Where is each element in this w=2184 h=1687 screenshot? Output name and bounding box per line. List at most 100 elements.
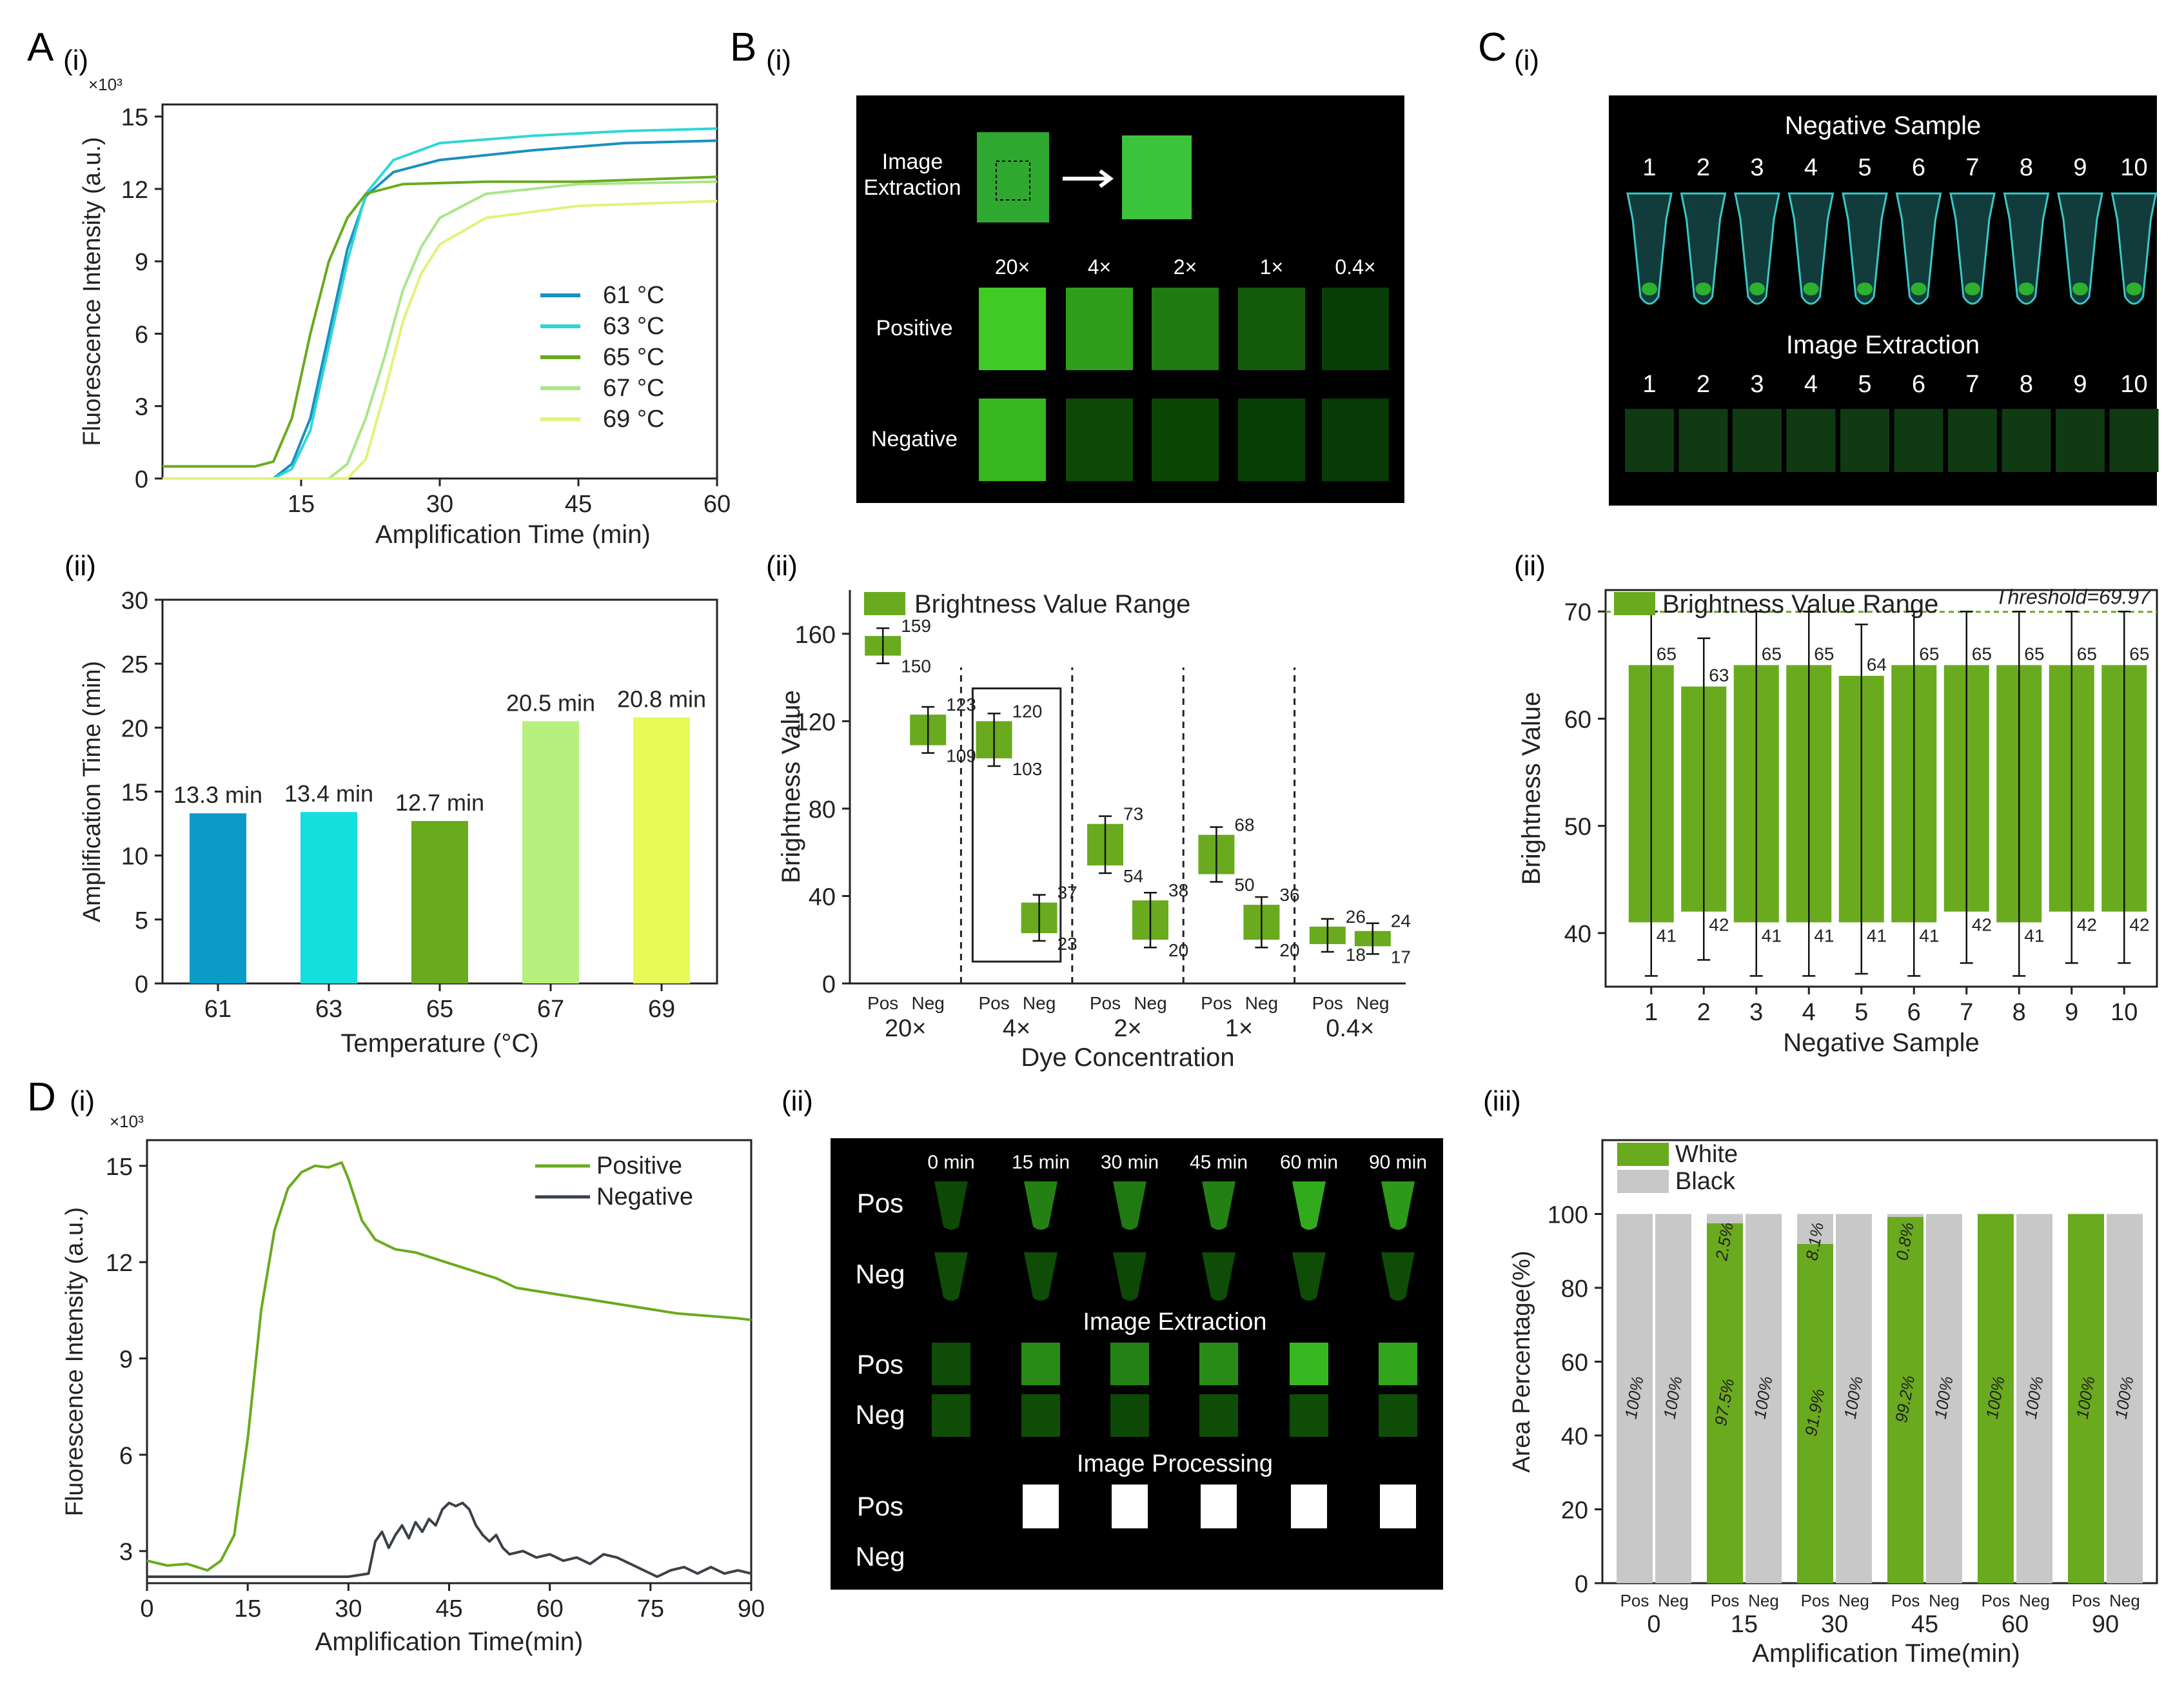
- chart-a-i-ytick-label: 12: [121, 177, 148, 204]
- chart-c-ii-max-label: 65: [1762, 644, 1782, 664]
- chart-d-i-xlabel: Amplification Time(min): [315, 1628, 584, 1656]
- chart-b-ii-ytick-label: 0: [822, 971, 836, 998]
- chart-d-iii-pos-label: Pos: [1801, 1591, 1830, 1610]
- photo-c-i-tube-liquid: [1857, 282, 1873, 295]
- chart-c-ii-xtick-label: 7: [1960, 999, 1973, 1026]
- chart-d-i-ytick-label: 3: [119, 1539, 133, 1566]
- panel-letter-d: D: [27, 1075, 56, 1120]
- chart-a-ii-bar-label: 13.3 min: [173, 782, 262, 808]
- chart-c-ii-max-label: 64: [1867, 655, 1887, 675]
- chart-b-ii-neg-label: Neg: [912, 993, 945, 1013]
- photo-d-ii-time-label: 30 min: [1101, 1152, 1159, 1173]
- chart-c-ii-max-label: 65: [2077, 644, 2097, 664]
- chart-d-iii-group-label: 90: [2092, 1611, 2119, 1638]
- photo-d-ii-time-label: 60 min: [1280, 1152, 1338, 1173]
- sublabel-d-i: (i): [70, 1085, 95, 1117]
- photo-c-i-title-mid: Image Extraction: [1786, 331, 1980, 359]
- chart-d-iii-neg-label: Neg: [1658, 1591, 1689, 1610]
- photo-c-i-tube-number: 10: [2120, 154, 2147, 181]
- photo-c-i-extract-number: 4: [1804, 371, 1818, 398]
- photo-d-ii-pos-tube: [1113, 1181, 1146, 1230]
- photo-c-i-extract-number: 5: [1858, 371, 1871, 398]
- photo-c-i-tube-liquid: [1965, 282, 1980, 295]
- chart-a-i-ytick-label: 0: [135, 466, 148, 493]
- photo-c-i-extract-patch: [1840, 409, 1889, 472]
- chart-b-ii-max-label: 120: [1012, 701, 1043, 721]
- photo-b-i-negative-patch: [1238, 399, 1305, 481]
- photo-d-ii-neg-tube: [1202, 1252, 1235, 1301]
- chart-a-i-xtick-label: 60: [703, 491, 731, 518]
- chart-d-i-xtick-label: 15: [234, 1595, 261, 1623]
- chart-a-ii-ytick-label: 25: [121, 651, 148, 678]
- photo-c-i-extract-number: 6: [1912, 371, 1925, 398]
- chart-a-ii-ytick-label: 5: [135, 907, 148, 934]
- photo-d-ii-time-label: 15 min: [1012, 1152, 1070, 1173]
- chart-b-ii-neg-label: Neg: [1245, 993, 1278, 1013]
- chart-d-iii-black-bar: [2016, 1214, 2052, 1583]
- photo-c-i-tube-number: 4: [1804, 154, 1818, 181]
- photo-c-i-extract-number: 3: [1750, 371, 1764, 398]
- photo-d-ii-neg-tube: [934, 1252, 968, 1301]
- sublabel-c-ii: (ii): [1514, 550, 1546, 582]
- photo-b-i-source-tube: [977, 132, 1049, 222]
- chart-c-ii-xtick-label: 5: [1854, 999, 1868, 1026]
- photo-c-i-tube-liquid: [2018, 282, 2034, 295]
- photo-d-ii-processed-patch: [1112, 1485, 1148, 1528]
- photo-b-i-positive-patch: [1238, 288, 1305, 370]
- photo-d-ii-neg-tube: [1292, 1252, 1326, 1301]
- chart-b-ii-pos-label: Pos: [1201, 993, 1232, 1013]
- photo-c-i-extract-patch: [2002, 409, 2051, 472]
- chart-a-ii-xtick-label: 67: [537, 996, 564, 1023]
- photo-d-ii-pos-tube: [1202, 1181, 1235, 1230]
- chart-b-ii-group-label: 4×: [1003, 1015, 1030, 1042]
- chart-b-ii-min-label: 54: [1123, 866, 1143, 886]
- chart-d-iii-pos-label: Pos: [1982, 1591, 2011, 1610]
- photo-c-i-tube-liquid: [2072, 282, 2088, 295]
- chart-c-ii-legend-swatch: [1614, 592, 1655, 615]
- chart-d-i: 3 6 9 12 15 0 15 30 45 60 75 90 ×10³ Amplification Ti…: [61, 1112, 765, 1656]
- chart-a-i-legend-label: 69 °C: [603, 406, 664, 433]
- photo-c-i-extract-number: 8: [2020, 371, 2033, 398]
- photo-c-i-extract-number: 1: [1642, 371, 1656, 398]
- chart-d-iii-ytick-label: 20: [1561, 1497, 1588, 1524]
- chart-d-i-xtick-label: 90: [738, 1595, 765, 1623]
- photo-c-i-extract-patch: [1948, 409, 1997, 472]
- chart-c-ii-min-label: 41: [1867, 925, 1887, 945]
- chart-c-ii-min-label: 41: [2024, 925, 2044, 945]
- panel-letter-b: B: [730, 25, 756, 70]
- sublabel-b-i: (i): [766, 44, 791, 76]
- photo-d-ii-neg-patch: [932, 1394, 970, 1437]
- photo-c-i-tube-liquid: [1911, 282, 1927, 295]
- chart-b-ii-max-label: 68: [1234, 815, 1254, 835]
- photo-c-i-tube: [1949, 192, 1996, 305]
- chart-a-i-legend-label: 61 °C: [603, 282, 664, 309]
- chart-b-ii-neg-label: Neg: [1134, 993, 1166, 1013]
- chart-d-i-series-line: [147, 1501, 752, 1578]
- photo-c-i-extract-patch: [1786, 409, 1836, 472]
- chart-b-ii-max-label: 123: [946, 695, 976, 715]
- chart-d-iii-black-bar: [1836, 1214, 1872, 1583]
- chart-b-ii-legend-label: Brightness Value Range: [914, 590, 1190, 618]
- chart-c-ii-min-label: 42: [2077, 915, 2097, 935]
- photo-d-ii-neg-tube: [1113, 1252, 1146, 1301]
- chart-d-i-legend-label: Positive: [596, 1152, 682, 1179]
- chart-c-ii-ytick-label: 70: [1564, 599, 1591, 626]
- chart-b-ii-ytick-label: 80: [809, 796, 836, 824]
- photo-d-ii-neg-patch: [1110, 1394, 1149, 1437]
- photo-b-i-extraction-label-2: Extraction: [863, 175, 961, 200]
- photo-b-i-positive-patch: [979, 288, 1046, 370]
- photo-d-ii-pos-patch: [1199, 1343, 1238, 1385]
- chart-a-i-xlabel: Amplification Time (min): [375, 520, 651, 549]
- photo-c-i-tube-number: 1: [1642, 154, 1656, 181]
- chart-d-iii-legend-black-label: Black: [1675, 1168, 1736, 1195]
- photo-d-ii-extraction-title: Image Extraction: [1083, 1308, 1266, 1336]
- photo-b-i-extraction-label-1: Image: [882, 150, 943, 174]
- chart-d-i-exponent: ×10³: [110, 1112, 144, 1131]
- chart-a-i-legend-label: 65 °C: [603, 344, 664, 371]
- chart-d-iii-group-label: 45: [1911, 1611, 1938, 1638]
- photo-d-ii-processed-patch: [1291, 1485, 1327, 1528]
- sublabel-b-ii: (ii): [766, 550, 798, 582]
- chart-d-iii-group-label: 30: [1821, 1611, 1848, 1638]
- chart-d-iii-ytick-label: 80: [1561, 1276, 1588, 1303]
